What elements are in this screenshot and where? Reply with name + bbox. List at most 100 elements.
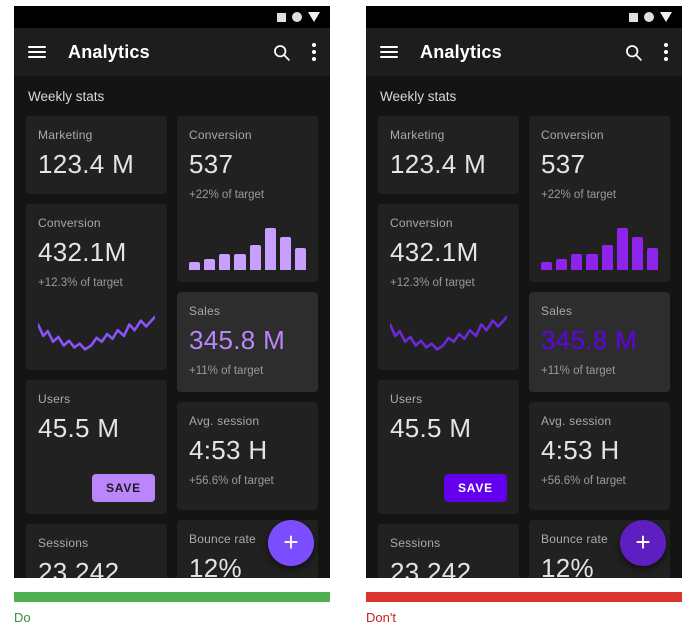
battery-icon bbox=[308, 12, 320, 22]
menu-icon[interactable] bbox=[380, 43, 398, 61]
app-bar: Analytics bbox=[14, 28, 330, 76]
card-label: Marketing bbox=[38, 128, 93, 142]
bar bbox=[616, 228, 628, 270]
card-label: Bounce rate bbox=[541, 532, 608, 546]
app-title: Analytics bbox=[420, 41, 502, 62]
bar bbox=[601, 245, 613, 270]
card-value: 537 bbox=[541, 149, 586, 179]
card-marketing[interactable]: Marketing 123.4 M bbox=[378, 116, 519, 194]
do-indicator-bar bbox=[14, 592, 330, 602]
card-caption: +56.6% of target bbox=[189, 475, 274, 488]
line-chart bbox=[390, 312, 507, 358]
card-caption: +22% of target bbox=[189, 189, 265, 202]
bar bbox=[234, 254, 246, 270]
bar bbox=[541, 262, 553, 270]
phone-dont: Analytics Weekly stats Marketing 123.4 M bbox=[366, 6, 682, 578]
card-users[interactable]: Users 45.5 M SAVE bbox=[26, 380, 167, 514]
bar bbox=[189, 262, 201, 270]
dashboard-content: Weekly stats Marketing 123.4 M Conversio… bbox=[14, 76, 330, 578]
card-value: 537 bbox=[189, 149, 234, 179]
plus-icon: + bbox=[635, 527, 651, 557]
bar-chart bbox=[189, 226, 306, 270]
overflow-menu-icon[interactable] bbox=[664, 43, 668, 61]
card-marketing[interactable]: Marketing 123.4 M bbox=[26, 116, 167, 194]
card-sessions[interactable]: Sessions 23,242 bbox=[26, 524, 167, 578]
bar bbox=[249, 245, 261, 270]
card-sales[interactable]: Sales 345.8 M +11% of target bbox=[529, 292, 670, 392]
bar bbox=[646, 248, 658, 270]
card-label: Sales bbox=[189, 304, 221, 318]
card-value: 345.8 M bbox=[189, 325, 286, 355]
card-value: 432.1M bbox=[38, 237, 127, 267]
bar bbox=[556, 259, 568, 270]
card-column-left: Marketing 123.4 M Conversion 432.1M +12.… bbox=[26, 116, 167, 578]
fab-add-button[interactable]: + bbox=[620, 520, 666, 566]
card-sessions[interactable]: Sessions 23,242 bbox=[378, 524, 519, 578]
card-avg-session[interactable]: Avg. session 4:53 H +56.6% of target bbox=[529, 402, 670, 510]
save-button[interactable]: SAVE bbox=[92, 474, 155, 502]
battery-icon bbox=[660, 12, 672, 22]
bar-chart bbox=[541, 226, 658, 270]
card-label: Avg. session bbox=[541, 414, 612, 428]
wifi-icon bbox=[644, 12, 654, 22]
menu-icon[interactable] bbox=[28, 43, 46, 61]
card-value: 23,242 bbox=[38, 557, 120, 578]
status-bar bbox=[366, 6, 682, 28]
bar bbox=[631, 237, 643, 270]
card-caption: +11% of target bbox=[189, 365, 264, 378]
card-label: Bounce rate bbox=[189, 532, 256, 546]
status-bar bbox=[14, 6, 330, 28]
card-conversion-line[interactable]: Conversion 432.1M +12.3% of target bbox=[26, 204, 167, 370]
card-users[interactable]: Users 45.5 M SAVE bbox=[378, 380, 519, 514]
bar bbox=[294, 248, 306, 270]
card-label: Conversion bbox=[541, 128, 604, 142]
card-value: 45.5 M bbox=[390, 413, 472, 443]
card-caption: +56.6% of target bbox=[541, 475, 626, 488]
overflow-menu-icon[interactable] bbox=[312, 43, 316, 61]
card-value: 123.4 M bbox=[390, 149, 487, 179]
card-label: Sales bbox=[541, 304, 573, 318]
app-title: Analytics bbox=[68, 41, 150, 62]
card-avg-session[interactable]: Avg. session 4:53 H +56.6% of target bbox=[177, 402, 318, 510]
bar bbox=[204, 259, 216, 270]
dashboard-content: Weekly stats Marketing 123.4 M Conversio… bbox=[366, 76, 682, 578]
card-conversion-bars[interactable]: Conversion 537 +22% of target bbox=[529, 116, 670, 282]
card-conversion-bars[interactable]: Conversion 537 +22% of target bbox=[177, 116, 318, 282]
card-conversion-line[interactable]: Conversion 432.1M +12.3% of target bbox=[378, 204, 519, 370]
do-label: Do bbox=[14, 610, 31, 625]
card-value: 432.1M bbox=[390, 237, 479, 267]
card-value: 345.8 M bbox=[541, 325, 638, 355]
card-label: Avg. session bbox=[189, 414, 260, 428]
card-label: Conversion bbox=[390, 216, 453, 230]
save-button[interactable]: SAVE bbox=[444, 474, 507, 502]
bar bbox=[586, 254, 598, 270]
card-value: 4:53 H bbox=[189, 435, 268, 465]
card-value: 23,242 bbox=[390, 557, 472, 578]
bar bbox=[264, 228, 276, 270]
card-column-right: Conversion 537 +22% of target Sales 345.… bbox=[529, 116, 670, 578]
card-caption: +12.3% of target bbox=[390, 277, 475, 290]
search-icon[interactable] bbox=[623, 42, 644, 63]
card-label: Marketing bbox=[390, 128, 445, 142]
card-caption: +11% of target bbox=[541, 365, 616, 378]
section-title: Weekly stats bbox=[28, 89, 105, 104]
wifi-icon bbox=[292, 12, 302, 22]
card-caption: +12.3% of target bbox=[38, 277, 123, 290]
app-bar: Analytics bbox=[366, 28, 682, 76]
card-column-right: Conversion 537 +22% of target Sales 345.… bbox=[177, 116, 318, 578]
card-value: 4:53 H bbox=[541, 435, 620, 465]
search-icon[interactable] bbox=[271, 42, 292, 63]
card-value: 123.4 M bbox=[38, 149, 135, 179]
card-label: Sessions bbox=[38, 536, 89, 550]
card-label: Users bbox=[38, 392, 71, 406]
dont-example: Analytics Weekly stats Marketing 123.4 M bbox=[366, 6, 682, 625]
fab-add-button[interactable]: + bbox=[268, 520, 314, 566]
card-label: Users bbox=[390, 392, 423, 406]
bar bbox=[279, 237, 291, 270]
card-column-left: Marketing 123.4 M Conversion 432.1M +12.… bbox=[378, 116, 519, 578]
card-value: 12% bbox=[189, 553, 242, 578]
card-label: Conversion bbox=[38, 216, 101, 230]
plus-icon: + bbox=[283, 527, 299, 557]
card-sales[interactable]: Sales 345.8 M +11% of target bbox=[177, 292, 318, 392]
signal-icon bbox=[277, 12, 286, 22]
